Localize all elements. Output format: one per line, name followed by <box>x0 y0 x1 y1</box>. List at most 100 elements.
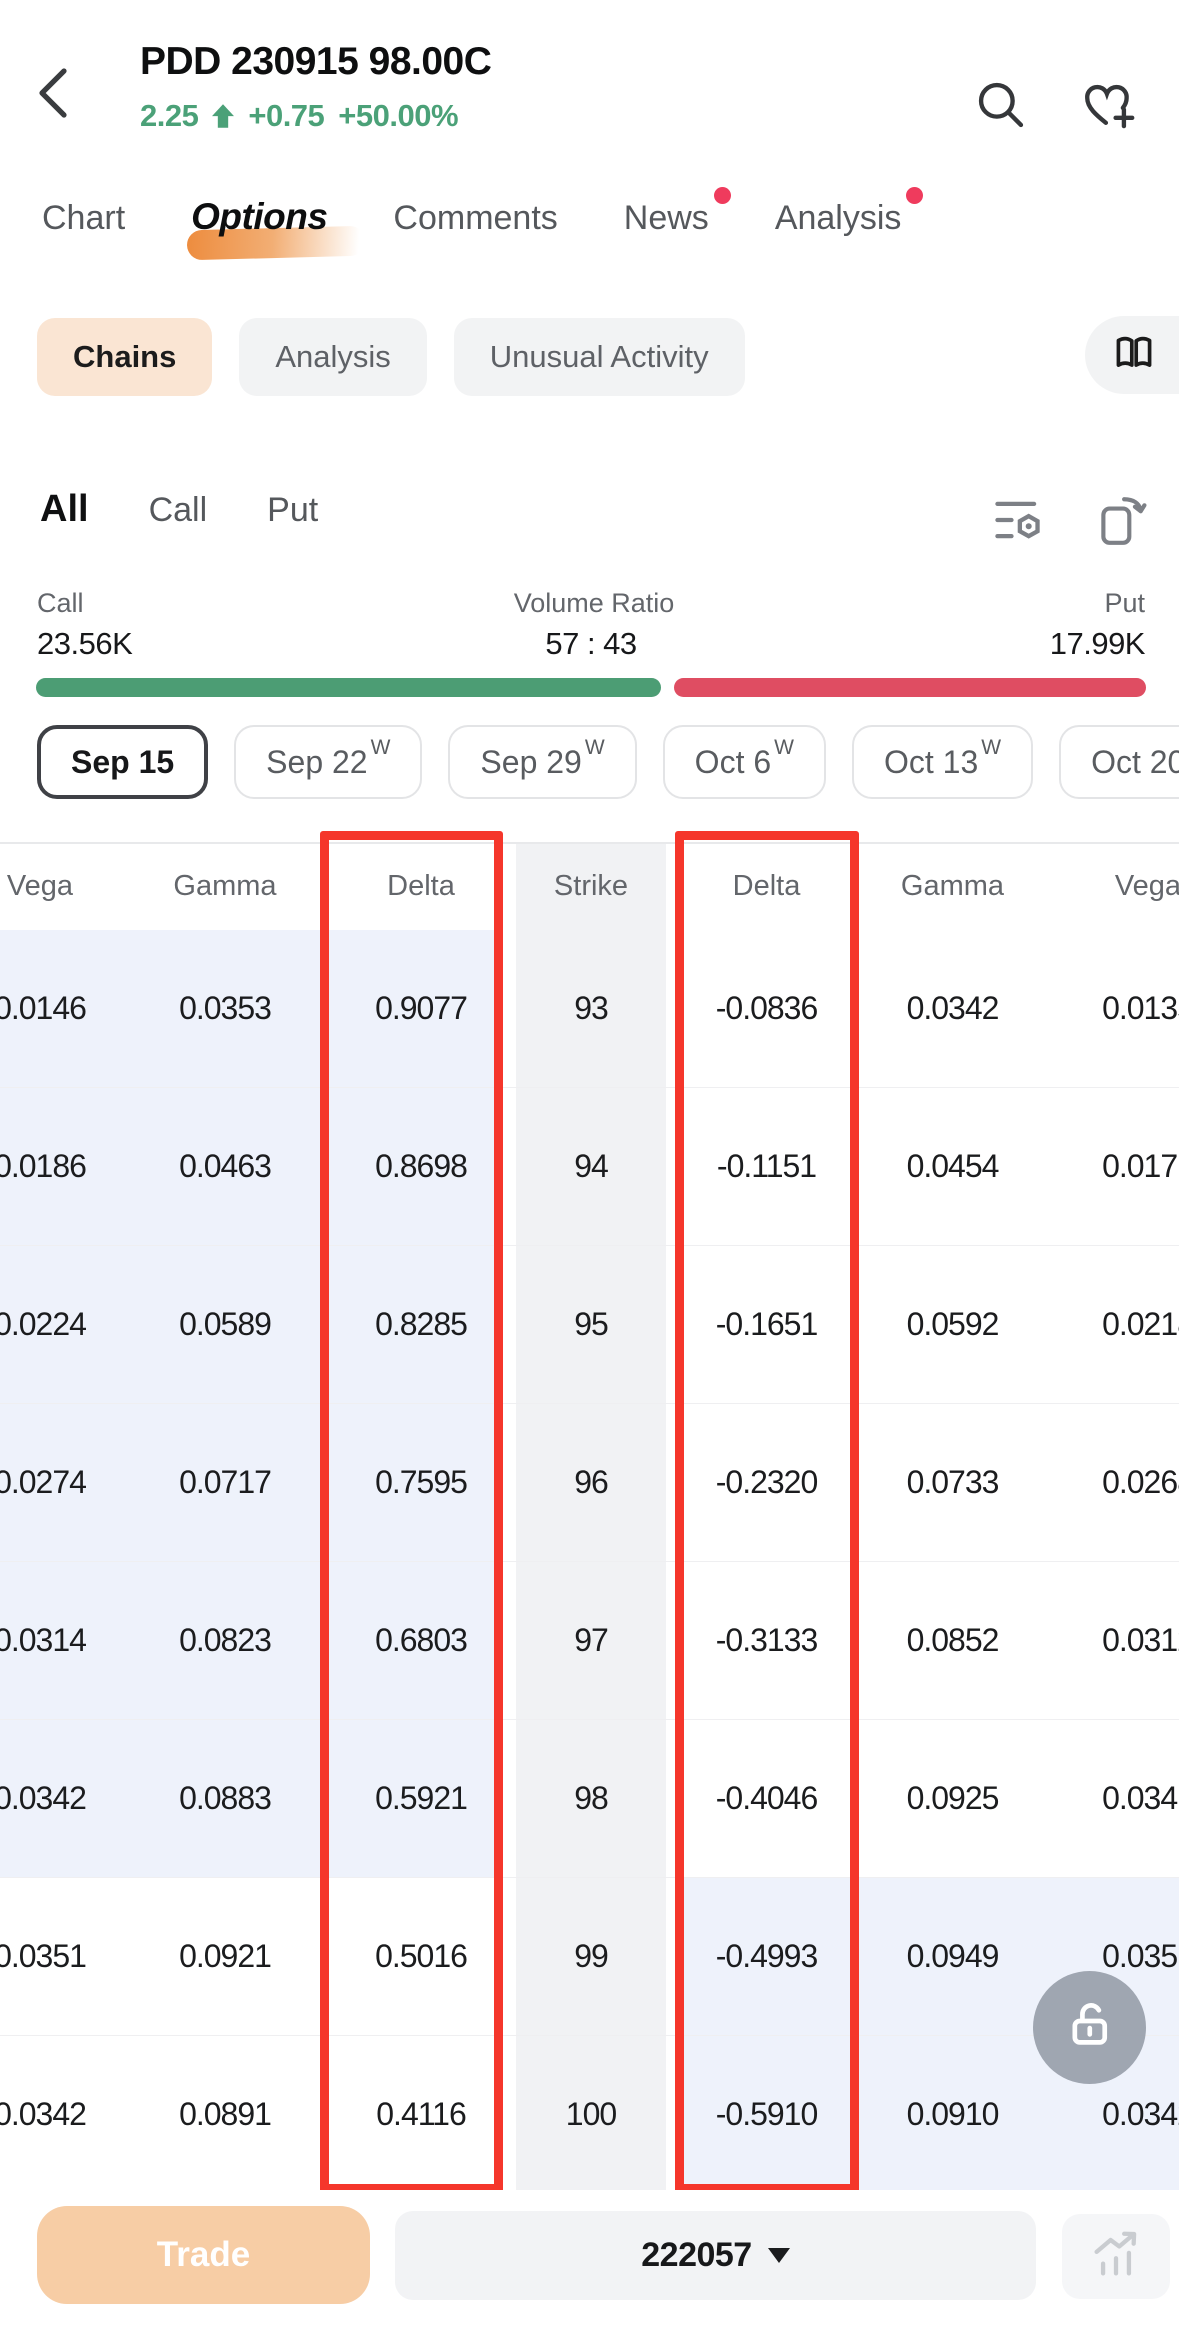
gamma-call-cell: 0.0921 <box>179 1938 272 1974</box>
back-button[interactable] <box>26 62 86 128</box>
mini-chart-button[interactable] <box>1062 2214 1170 2299</box>
expiry-chip-sep29[interactable]: Sep 29 W <box>448 725 637 799</box>
type-tab-call[interactable]: Call <box>148 491 208 529</box>
education-button[interactable] <box>1085 316 1179 394</box>
gamma-call-cell: 0.0823 <box>110 1562 340 1719</box>
delta-put-cell: -0.4046 <box>715 1780 819 1816</box>
delta-call-cell: 0.8285 <box>340 1246 502 1403</box>
delta-call-cell: 0.5016 <box>375 1938 468 1974</box>
strike-cell: 100 <box>516 2036 666 2193</box>
quote-dropdown[interactable]: 222057 <box>395 2211 1036 2300</box>
quote-dropdown-value: 222057 <box>641 2236 752 2274</box>
gamma-put-cell: 0.0592 <box>906 1306 1000 1342</box>
strike-cell: 97 <box>516 1562 666 1719</box>
gamma-put-cell: 0.0733 <box>906 1464 1000 1500</box>
vega-call-header: Vega <box>6 870 74 902</box>
vega-put-cell: 0.0218 <box>1102 1306 1179 1342</box>
search-button[interactable] <box>972 78 1030 136</box>
vega-put-header: Vega <box>1114 870 1179 902</box>
last-price: 2.25 <box>140 98 199 133</box>
expiry-chip-sep15[interactable]: Sep 15 <box>37 725 209 799</box>
put-volume-bar <box>674 678 1146 697</box>
put-volume-value: 17.99K <box>1049 626 1146 661</box>
delta-put-cell: -0.4993 <box>684 1878 849 2035</box>
vega-call-cell: 0.0342 <box>0 2096 87 2132</box>
price-change: +0.75 <box>248 98 325 133</box>
delta-call-header: Delta <box>387 870 455 902</box>
delta-call-cell: 0.6803 <box>340 1562 502 1719</box>
call-volume-value: 23.56K <box>37 626 133 661</box>
tab-comments[interactable]: Comments <box>393 199 558 237</box>
gamma-call-cell: 0.0463 <box>110 1088 340 1245</box>
volume-ratio-value: 57 : 43 <box>545 626 637 661</box>
tab-news[interactable]: News <box>624 187 731 250</box>
volume-ratio-labels: Call Volume Ratio Put <box>37 588 1145 619</box>
add-to-watchlist-button[interactable] <box>1080 78 1138 136</box>
delta-put-cell: -0.1651 <box>715 1306 819 1342</box>
type-tab-all[interactable]: All <box>40 488 89 530</box>
delta-call-cell: 0.9077 <box>340 930 502 1087</box>
trade-button[interactable]: Trade <box>37 2206 370 2304</box>
open-book-icon <box>1111 331 1157 380</box>
volume-ratio-bar <box>36 678 1146 697</box>
delta-call-cell: 0.4116 <box>376 2096 467 2132</box>
vega-call-cell: 0.0342 <box>0 1720 110 1877</box>
rotate-screen-icon <box>1094 492 1148 553</box>
chevron-left-icon <box>32 64 80 127</box>
expiry-chip-sep22[interactable]: Sep 22 W <box>234 725 423 799</box>
strike-cell: 93 <box>516 930 666 1087</box>
expiry-chip-oct13[interactable]: Oct 13 W <box>851 725 1034 799</box>
rotate-screen-button[interactable] <box>1092 494 1150 550</box>
gamma-call-cell: 0.0891 <box>179 2096 272 2132</box>
option-type-tabs: All Call Put <box>40 488 318 531</box>
chip-chains[interactable]: Chains <box>37 318 213 396</box>
delta-put-header: Delta <box>732 870 801 902</box>
gamma-put-cell: 0.0852 <box>906 1622 1000 1658</box>
tab-analysis[interactable]: Analysis <box>775 187 924 250</box>
tab-options[interactable]: Options <box>186 196 366 261</box>
tab-chart[interactable]: Chart <box>42 199 126 237</box>
bottom-action-bar: Trade 222057 <box>0 2190 1179 2336</box>
volume-ratio-values: 23.56K 57 : 43 17.99K <box>37 626 1146 662</box>
gamma-call-cell: 0.0717 <box>110 1404 340 1561</box>
chip-unusual-activity[interactable]: Unusual Activity <box>453 318 745 396</box>
column-settings-button[interactable] <box>990 494 1048 550</box>
arrow-up-icon <box>212 104 235 128</box>
option-chain-table: Vega Gamma Delta Strike Delta Gamma Vega… <box>0 842 1179 2194</box>
vega-put-cell: 0.0135 <box>1102 990 1179 1026</box>
delta-put-cell: -0.2320 <box>715 1464 819 1500</box>
delta-put-cell: -0.5910 <box>684 2036 849 2193</box>
gamma-put-cell: 0.0454 <box>906 1148 1000 1184</box>
options-subtab-bar: Chains Analysis Unusual Activity <box>37 318 745 396</box>
delta-call-cell: 0.8698 <box>340 1088 502 1245</box>
unlocked-padlock-icon <box>1061 1996 1119 2059</box>
expiry-chip-oct20[interactable]: Oct 20 <box>1059 725 1179 799</box>
strike-cell: 96 <box>516 1404 666 1561</box>
strike-cell: 95 <box>516 1246 666 1403</box>
type-tab-put[interactable]: Put <box>267 491 319 529</box>
gamma-call-header: Gamma <box>173 870 277 902</box>
strike-header: Strike <box>516 844 666 930</box>
notification-dot <box>713 187 731 204</box>
chip-analysis[interactable]: Analysis <box>239 318 427 396</box>
delta-put-cell: -0.0836 <box>715 990 819 1026</box>
delta-call-cell: 0.5921 <box>340 1720 502 1877</box>
unlock-columns-button[interactable] <box>1033 1971 1146 2084</box>
delta-put-cell: -0.3133 <box>715 1622 819 1658</box>
vega-put-cell: 0.0268 <box>1102 1464 1179 1500</box>
filter-settings-icon <box>991 494 1047 551</box>
strike-cell: 99 <box>516 1878 666 2035</box>
call-volume-bar <box>36 678 662 697</box>
gamma-put-cell: 0.0910 <box>849 2036 1056 2193</box>
call-label: Call <box>37 588 84 618</box>
